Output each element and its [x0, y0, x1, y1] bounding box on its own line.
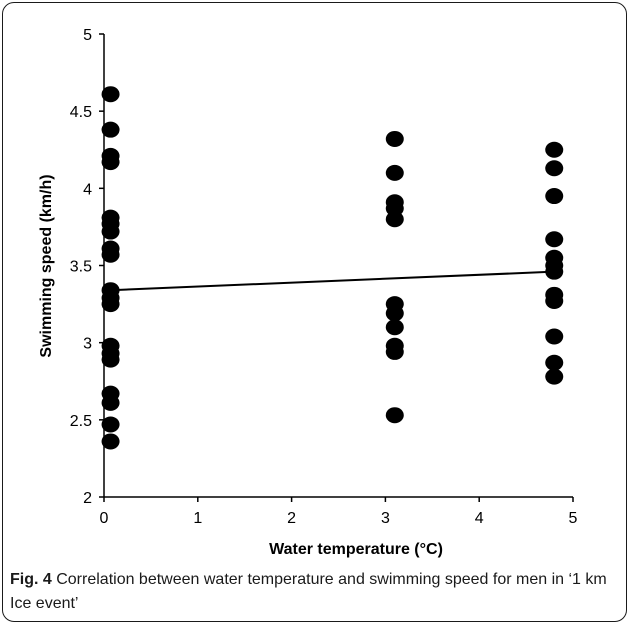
y-tick-label: 2.5: [70, 413, 92, 430]
data-point: [385, 211, 404, 228]
data-point: [385, 305, 404, 322]
x-tick-label: 4: [475, 510, 484, 527]
data-point: [101, 433, 120, 450]
data-points: [101, 86, 564, 450]
data-point: [385, 130, 404, 147]
chart-axes: 2 2.5 3 3.5 4 4.5 5 0 1 2 3 4 5: [70, 27, 578, 527]
data-point: [385, 343, 404, 360]
figure-caption: Fig. 4 Correlation between water tempera…: [10, 568, 622, 616]
data-point: [545, 188, 564, 205]
y-tick-label: 3: [83, 336, 92, 353]
y-tick-label: 2: [83, 490, 92, 507]
data-point: [101, 154, 120, 171]
data-point: [385, 164, 404, 181]
data-point: [545, 160, 564, 177]
data-point: [545, 231, 564, 248]
y-tick-label: 3.5: [70, 259, 92, 276]
x-tick-label: 5: [569, 510, 578, 527]
data-point: [101, 86, 120, 103]
data-point: [545, 292, 564, 309]
x-tick-label: 2: [287, 510, 296, 527]
y-tick-label: 4.5: [70, 104, 92, 121]
y-tick-label: 4: [83, 181, 92, 198]
data-point: [385, 319, 404, 336]
figure-caption-text: Correlation between water temperature an…: [10, 571, 607, 612]
data-point: [101, 351, 120, 368]
data-point: [101, 223, 120, 240]
data-point: [545, 354, 564, 371]
x-tick-label: 0: [100, 510, 109, 527]
x-axis-label: Water temperature (°C): [269, 541, 443, 558]
trend-line: [110, 270, 555, 292]
data-point: [101, 121, 120, 138]
scatter-chart: 2 2.5 3 3.5 4 4.5 5 0 1 2 3 4 5 Water temperature (°…: [38, 27, 578, 558]
data-point: [545, 328, 564, 345]
data-point: [545, 368, 564, 385]
figure-label: Fig. 4: [10, 571, 52, 588]
x-tick-label: 1: [193, 510, 202, 527]
y-axis-label: Swimming speed (km/h): [38, 174, 55, 357]
data-point: [545, 141, 564, 158]
x-tick-label: 3: [381, 510, 390, 527]
data-point: [101, 246, 120, 263]
data-point: [385, 407, 404, 424]
data-point: [101, 394, 120, 411]
data-point: [101, 296, 120, 313]
data-point: [101, 416, 120, 433]
y-tick-label: 5: [83, 27, 92, 44]
